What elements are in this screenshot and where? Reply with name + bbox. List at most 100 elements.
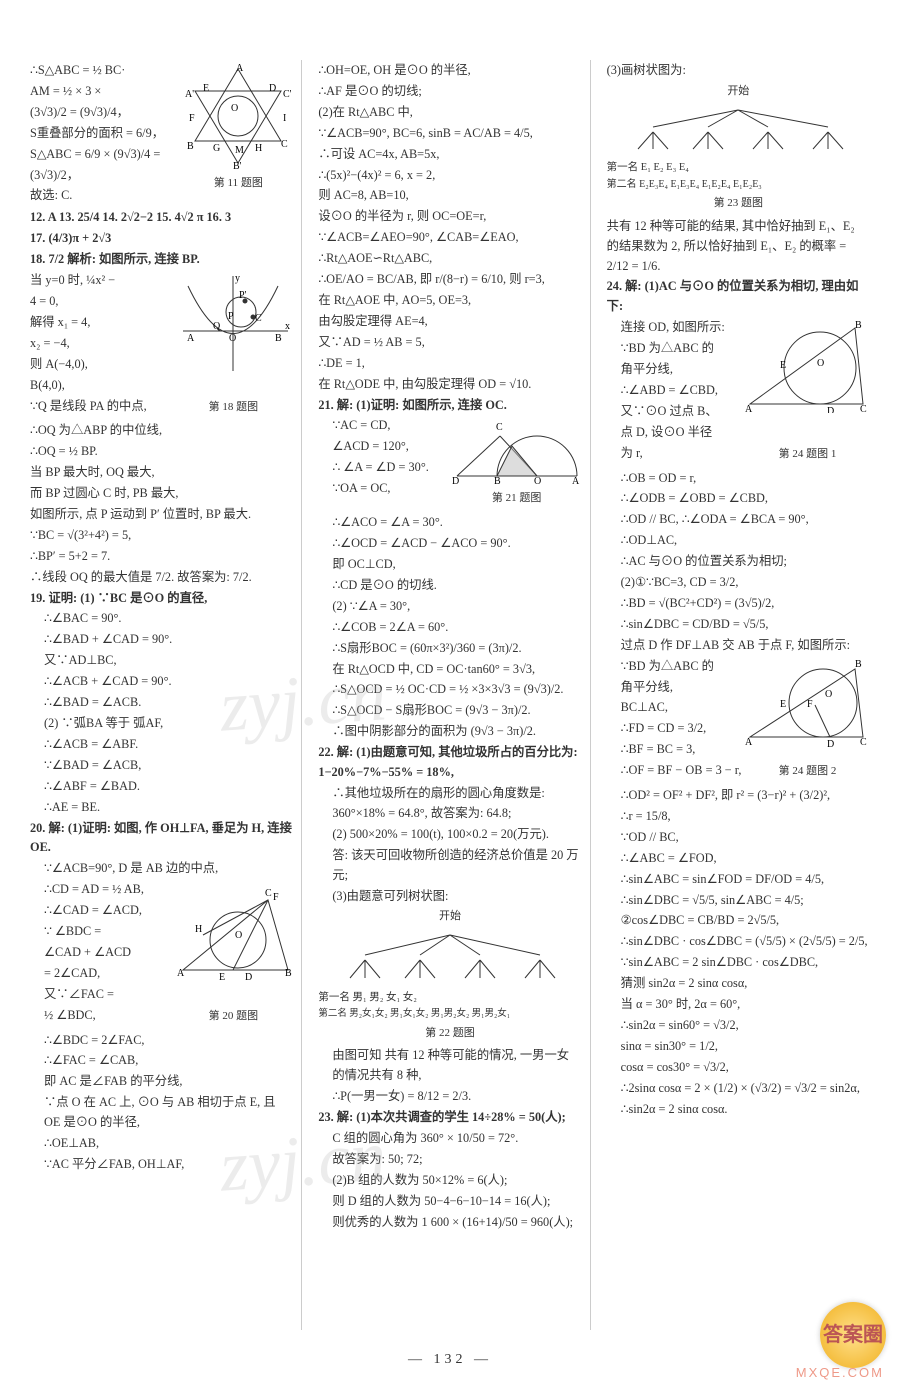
figure-18-caption: 第 18 题图: [173, 399, 293, 417]
line: B(4,0),: [30, 376, 293, 396]
svg-text:A: A: [236, 63, 244, 74]
line: 当 α = 30° 时, 2α = 60°,: [607, 995, 870, 1015]
line: 而 BP 过圆心 C 时, PB 最大,: [30, 484, 293, 504]
line: 23. 解: (1)本次共调查的学生 14÷28% = 50(人);: [318, 1108, 581, 1128]
line: C 组的圆心角为 360° × 10/50 = 72°.: [318, 1129, 581, 1149]
line: ∴2sinα cosα = 2 × (1/2) × (√3/2) = √3/2 …: [607, 1079, 870, 1099]
line: (2)①∵BC=3, CD = 3/2,: [607, 573, 870, 593]
line: 17. (4/3)π + 2√3: [30, 229, 293, 249]
svg-text:A: A: [745, 404, 753, 413]
line: 12. A 13. 25/4 14. 2√2−2 15. 4√2 π 16. 3: [30, 208, 293, 228]
line: ∴∠COB = 2∠A = 60°.: [318, 618, 581, 638]
page: zyj.cn zyj.cn A A' C' D E I F: [0, 0, 900, 1390]
line: 19. 证明: (1) ∵BC 是⊙O 的直径,: [30, 589, 293, 609]
line: ∴DE = 1,: [318, 354, 581, 374]
line: sinα = sin30° = 1/2,: [607, 1037, 870, 1057]
svg-text:I: I: [283, 113, 286, 124]
svg-text:C: C: [281, 139, 288, 150]
svg-text:C: C: [265, 888, 272, 899]
line: 在 Rt△OCD 中, CD = OC·tan60° = 3√3,: [318, 660, 581, 680]
line: cosα = cos30° = √3/2,: [607, 1058, 870, 1078]
figure-20-caption: 第 20 题图: [173, 1008, 293, 1026]
svg-text:M: M: [235, 145, 244, 156]
line: ∴∠FAC = ∠CAB,: [30, 1051, 293, 1071]
line: ∵∠ACB=90°, D 是 AB 边的中点,: [30, 859, 293, 879]
svg-text:D: D: [827, 406, 834, 413]
line: ∵OD // BC,: [607, 828, 870, 848]
figure-11: A A' C' D E I F O B G M H C B': [183, 61, 293, 171]
line: ∴∠BDC = 2∠FAC,: [30, 1031, 293, 1051]
svg-text:D: D: [827, 739, 834, 747]
line: 18. 7/2 解析: 如图所示, 连接 BP.: [30, 250, 293, 270]
line: ∴可设 AC=4x, AB=5x,: [318, 145, 581, 165]
line: ∴sin∠DBC · cos∠DBC = (√5/5) × (2√5/5) = …: [607, 932, 870, 952]
line: (3)由题意可列树状图:: [318, 887, 581, 907]
line: 则 AC=8, AB=10,: [318, 186, 581, 206]
svg-text:C: C: [860, 404, 867, 413]
svg-text:F: F: [807, 699, 813, 710]
line: ∵AC 平分∠FAB, OH⊥AF,: [30, 1155, 293, 1175]
line: 故答案为: 50; 72;: [318, 1150, 581, 1170]
line: ∴AF 是⊙O 的切线;: [318, 82, 581, 102]
line: 24. 解: (1)AC 与⊙O 的位置关系为相切, 理由如下:: [607, 277, 870, 317]
line: ∴AC 与⊙O 的位置关系为相切;: [607, 552, 870, 572]
svg-text:O: O: [235, 930, 242, 941]
line: 答: 该天可回收物所创造的经济总价值是 20 万元;: [318, 846, 581, 886]
line: ∴其他垃圾所在的扇形的圆心角度数是: 360°×18% = 64.8°, 故答案…: [318, 784, 581, 824]
svg-text:C: C: [255, 313, 262, 324]
line: 则优秀的人数为 1 600 × (16+14)/50 = 960(人);: [318, 1213, 581, 1233]
line: (2)B 组的人数为 50×12% = 6(人);: [318, 1171, 581, 1191]
line: ∴图中阴影部分的面积为 (9√3 − 3π)/2.: [318, 722, 581, 742]
line: 则 D 组的人数为 50−4−6−10−14 = 16(人);: [318, 1192, 581, 1212]
svg-text:D: D: [245, 972, 252, 980]
line: ∴∠BAD = ∠ACB.: [30, 693, 293, 713]
line: 在 Rt△ODE 中, 由勾股定理得 OD = √10.: [318, 375, 581, 395]
line: 如图所示, 点 P 运动到 P′ 位置时, BP 最大.: [30, 505, 293, 525]
svg-text:B: B: [855, 320, 862, 331]
line: ∴∠ABF = ∠BAD.: [30, 777, 293, 797]
svg-text:D: D: [452, 476, 459, 486]
line: ∴∠ACB + ∠CAD = 90°.: [30, 672, 293, 692]
line: ∴∠ACO = ∠A = 30°.: [318, 513, 581, 533]
line: ∵∠ACB=∠AEO=90°, ∠CAB=∠EAO,: [318, 228, 581, 248]
svg-text:H: H: [195, 924, 202, 935]
line: ∴sin2α = 2 sinα cosα.: [607, 1100, 870, 1120]
svg-text:O: O: [534, 476, 541, 486]
line: ∴BP′ = 5+2 = 7.: [30, 547, 293, 567]
line: ∴OB = OD = r,: [607, 469, 870, 489]
line: ∴OQ 为△ABP 的中位线,: [30, 421, 293, 441]
line: (2) ∵弧BA 等于 弧AF,: [30, 714, 293, 734]
svg-text:B: B: [494, 476, 501, 486]
figure-11-caption: 第 11 题图: [183, 175, 293, 193]
svg-text:B: B: [187, 141, 194, 152]
svg-text:O: O: [825, 689, 832, 700]
line: ∴sin∠DBC = CD/BD = √5/5,: [607, 615, 870, 635]
tree-row-1: 第一名 男₁ 男₂ 女₁ 女₂: [318, 989, 581, 1006]
line: ∴sin∠ABC = sin∠FOD = DF/OD = 4/5,: [607, 870, 870, 890]
svg-text:E: E: [219, 972, 225, 980]
svg-text:A: A: [187, 333, 195, 344]
svg-text:A: A: [177, 968, 185, 979]
svg-text:O: O: [229, 333, 236, 344]
line: ∵BC = √(3²+4²) = 5,: [30, 526, 293, 546]
line: 点 D, 设⊙O 半径: [607, 423, 870, 443]
line: ∴BD = √(BC²+CD²) = (3√5)/2,: [607, 594, 870, 614]
figure-24a: A D C B O E: [745, 318, 870, 413]
svg-text:E: E: [780, 360, 786, 371]
line: ∴CD 是⊙O 的切线.: [318, 576, 581, 596]
tree-row-2b: 第二名 E₂E₃E₄ E₁E₃E₄ E₁E₂E₄ E₁E₂E₃: [607, 177, 870, 193]
line: ∴OD² = OF² + DF², 即 r² = (3−r)² + (3/2)²…: [607, 786, 870, 806]
line: (2) ∵∠A = 30°,: [318, 597, 581, 617]
line: ∴∠BAC = 90°.: [30, 609, 293, 629]
answer-badge: 答案圈: [820, 1302, 886, 1368]
figure-22: [325, 930, 575, 985]
line: ∴S△OCD = ½ OC·CD = ½ ×3×3√3 = (9√3)/2.: [318, 680, 581, 700]
svg-text:A: A: [745, 737, 753, 747]
figure-20: A B C F H O E D: [173, 880, 293, 980]
figure-23-caption: 第 23 题图: [607, 195, 870, 213]
tree-row-2: 第二名 男₂女₁女₂ 男₁女₁女₂ 男₁男₂女₂ 男₁男₂女₁: [318, 1007, 581, 1022]
figure-24b: A D C B O F E: [745, 657, 870, 747]
svg-text:D: D: [269, 83, 276, 94]
line: ∴S扇形BOC = (60π×3²)/360 = (3π)/2.: [318, 639, 581, 659]
svg-text:E: E: [203, 83, 209, 94]
